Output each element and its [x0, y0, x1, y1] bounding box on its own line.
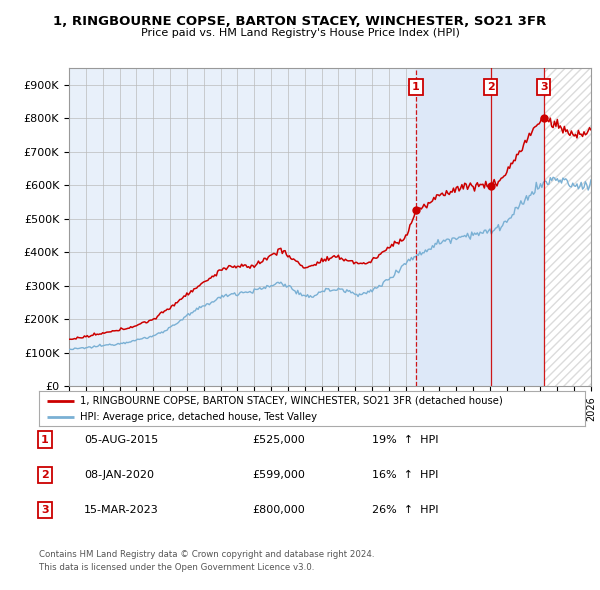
- Text: 08-JAN-2020: 08-JAN-2020: [84, 470, 154, 480]
- Text: HPI: Average price, detached house, Test Valley: HPI: Average price, detached house, Test…: [80, 412, 317, 422]
- Text: 3: 3: [41, 506, 49, 515]
- Text: 16%  ↑  HPI: 16% ↑ HPI: [372, 470, 439, 480]
- Bar: [544, 68, 591, 386]
- Bar: [544, 68, 591, 386]
- Text: 1: 1: [41, 435, 49, 444]
- Text: 15-MAR-2023: 15-MAR-2023: [84, 506, 159, 515]
- Text: 1, RINGBOURNE COPSE, BARTON STACEY, WINCHESTER, SO21 3FR: 1, RINGBOURNE COPSE, BARTON STACEY, WINC…: [53, 15, 547, 28]
- Text: 1: 1: [412, 82, 420, 92]
- Text: 19%  ↑  HPI: 19% ↑ HPI: [372, 435, 439, 444]
- Text: Contains HM Land Registry data © Crown copyright and database right 2024.: Contains HM Land Registry data © Crown c…: [39, 550, 374, 559]
- Text: 2: 2: [487, 82, 494, 92]
- Text: This data is licensed under the Open Government Licence v3.0.: This data is licensed under the Open Gov…: [39, 563, 314, 572]
- Text: 05-AUG-2015: 05-AUG-2015: [84, 435, 158, 444]
- Text: Price paid vs. HM Land Registry's House Price Index (HPI): Price paid vs. HM Land Registry's House …: [140, 28, 460, 38]
- Text: 2: 2: [41, 470, 49, 480]
- Text: 26%  ↑  HPI: 26% ↑ HPI: [372, 506, 439, 515]
- Text: 3: 3: [540, 82, 548, 92]
- Bar: [416, 68, 544, 386]
- Text: £599,000: £599,000: [252, 470, 305, 480]
- Text: 1, RINGBOURNE COPSE, BARTON STACEY, WINCHESTER, SO21 3FR (detached house): 1, RINGBOURNE COPSE, BARTON STACEY, WINC…: [80, 395, 503, 405]
- Text: £800,000: £800,000: [252, 506, 305, 515]
- Text: £525,000: £525,000: [252, 435, 305, 444]
